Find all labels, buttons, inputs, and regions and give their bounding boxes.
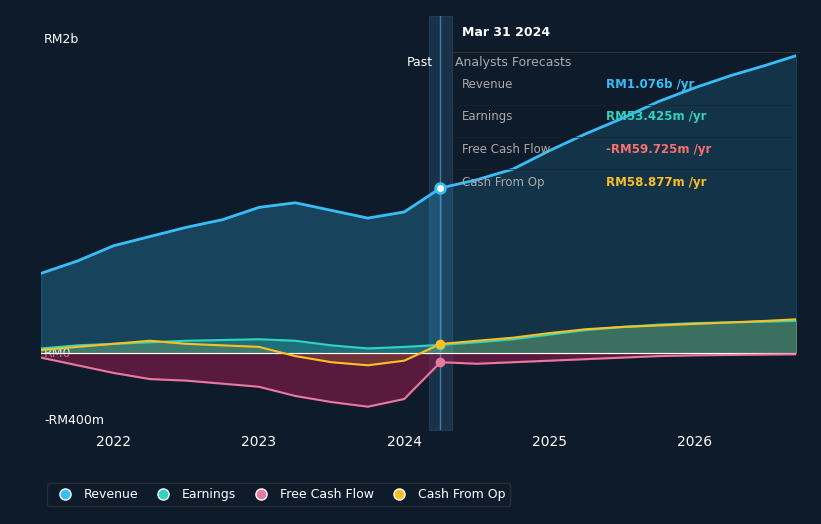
- Text: RM53.425m /yr: RM53.425m /yr: [606, 111, 707, 124]
- Legend: Revenue, Earnings, Free Cash Flow, Cash From Op: Revenue, Earnings, Free Cash Flow, Cash …: [48, 483, 510, 506]
- Text: Mar 31 2024: Mar 31 2024: [461, 26, 550, 39]
- Text: Cash From Op: Cash From Op: [461, 177, 544, 190]
- Text: Revenue: Revenue: [461, 79, 513, 91]
- Text: Earnings: Earnings: [461, 111, 513, 124]
- Text: RM58.877m /yr: RM58.877m /yr: [606, 177, 707, 190]
- Text: -RM400m: -RM400m: [44, 414, 104, 428]
- Text: RM1.076b /yr: RM1.076b /yr: [606, 79, 695, 91]
- Text: -RM59.725m /yr: -RM59.725m /yr: [606, 143, 712, 156]
- Text: Analysts Forecasts: Analysts Forecasts: [455, 56, 571, 69]
- Text: Free Cash Flow: Free Cash Flow: [461, 143, 550, 156]
- Text: RM0: RM0: [44, 346, 71, 359]
- Text: Past: Past: [407, 56, 433, 69]
- Text: RM2b: RM2b: [44, 34, 79, 47]
